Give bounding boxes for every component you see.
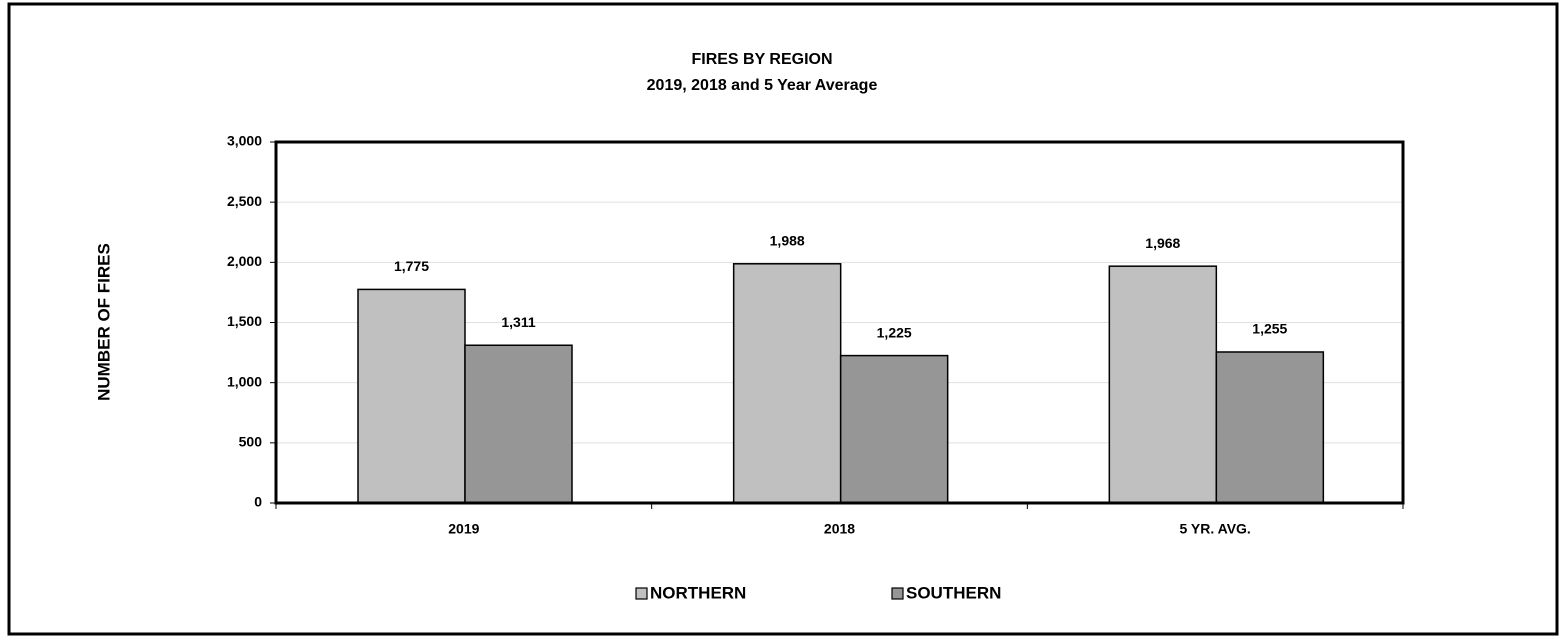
value-label: 1,225: [877, 324, 912, 340]
value-label: 1,255: [1252, 321, 1287, 337]
value-label: 1,988: [770, 232, 805, 248]
legend-swatch: [891, 587, 904, 600]
y-tick-label: 0: [254, 494, 262, 510]
bar: [732, 263, 842, 504]
legend-swatch: [635, 587, 648, 600]
bar: [1215, 351, 1325, 504]
y-tick-label: 500: [239, 434, 263, 450]
plot-border: [274, 140, 1405, 505]
value-label: 1,311: [501, 314, 535, 330]
y-tick-label: 2,500: [227, 193, 262, 209]
legend-label: SOUTHERN: [906, 583, 1001, 602]
chart-title: FIRES BY REGION: [691, 51, 832, 68]
legend-label: NORTHERN: [650, 583, 746, 602]
bar: [464, 344, 573, 504]
y-axis-label: NUMBER OF FIRES: [94, 243, 113, 401]
bar: [357, 288, 466, 504]
x-tick-label: 2018: [824, 521, 855, 537]
y-tick-label: 3,000: [227, 133, 262, 149]
value-label: 1,775: [394, 258, 429, 274]
y-tick-label: 1,000: [227, 373, 262, 389]
value-label: 1,968: [1145, 235, 1180, 251]
bar: [1108, 265, 1218, 504]
y-tick-label: 1,500: [227, 313, 262, 329]
x-tick-label: 5 YR. AVG.: [1180, 521, 1251, 537]
bar: [839, 354, 949, 504]
chart-subtitle: 2019, 2018 and 5 Year Average: [647, 77, 878, 94]
x-tick-label: 2019: [448, 521, 479, 537]
y-tick-label: 2,000: [227, 253, 262, 269]
